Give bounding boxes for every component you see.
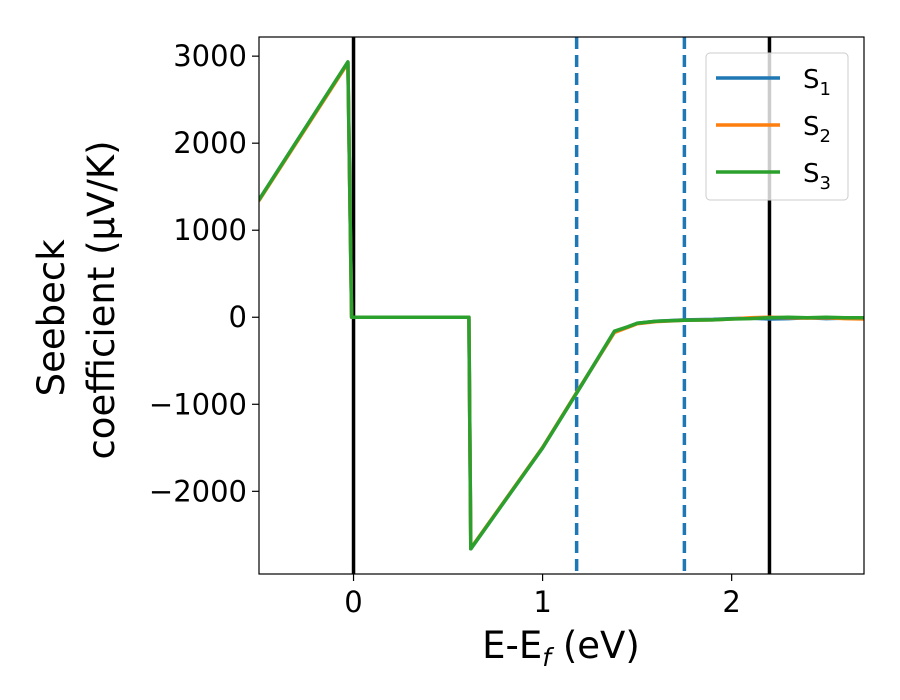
x-tick-label: 1 [533, 585, 551, 619]
y-axis-title-line1: Seebeck [30, 239, 73, 397]
y-tick-label: 0 [229, 300, 247, 334]
y-tick-label: −2000 [149, 474, 247, 508]
legend-label-s2: S2 [803, 112, 831, 147]
y-axis-title-line2: coefficient (μV/K) [80, 140, 123, 459]
x-tick-label: 2 [722, 585, 740, 619]
x-tick-label: 0 [344, 585, 362, 619]
legend-label-s3: S3 [803, 159, 831, 194]
y-tick-label: 2000 [173, 126, 247, 160]
legend-label-s1: S1 [803, 65, 831, 100]
legend: S1 S2 S3 [705, 52, 849, 201]
y-tick-label: −1000 [149, 387, 247, 421]
plot-frame [258, 36, 865, 575]
y-tick-label: 1000 [173, 213, 247, 247]
x-axis-title: E-Ef (eV) [482, 624, 640, 672]
y-tick-label: 3000 [173, 39, 247, 73]
y-axis-title: Seebeck coefficient (μV/K) [30, 140, 123, 459]
y-axis-ticks: 3000 2000 1000 0 −1000 −2000 [149, 39, 259, 508]
series-lines [259, 60, 864, 551]
x-axis-ticks: 0 1 2 [344, 574, 741, 619]
series-line-s3 [259, 60, 864, 551]
